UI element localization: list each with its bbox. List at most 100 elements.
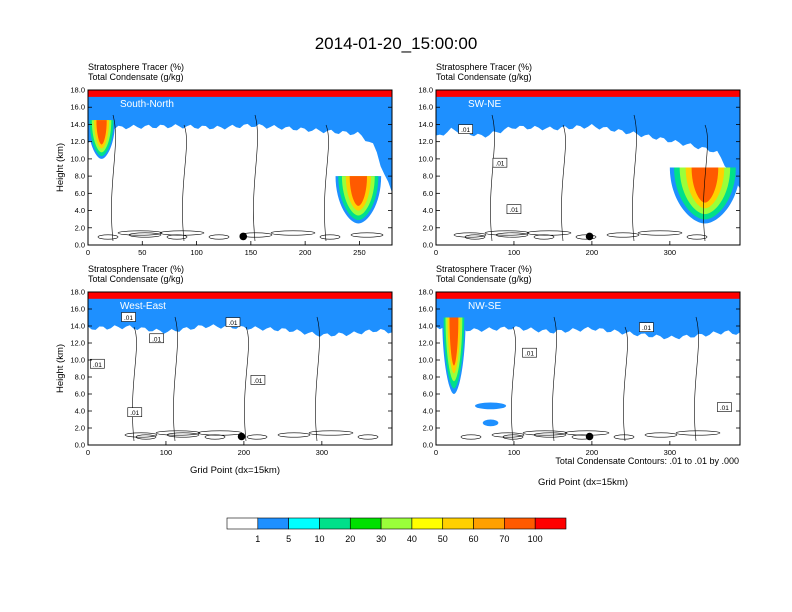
contour-note: Total Condensate Contours: .01 to .01 by… bbox=[555, 456, 739, 466]
intrusion-layer bbox=[691, 167, 719, 203]
low-cloud-contour bbox=[606, 232, 640, 238]
x-tick-label: 200 bbox=[586, 448, 599, 457]
low-cloud-contour bbox=[357, 434, 379, 440]
condensate-patch bbox=[474, 402, 507, 410]
y-tick-label: 18.0 bbox=[70, 86, 85, 95]
y-tick-label: 16.0 bbox=[70, 305, 85, 314]
y-tick-label: 18.0 bbox=[418, 288, 433, 297]
low-cloud-contour bbox=[204, 434, 226, 440]
y-tick-label: 2.0 bbox=[75, 424, 85, 433]
intrusion-layer bbox=[349, 176, 368, 206]
convective-contour bbox=[132, 326, 137, 442]
low-cloud-contour bbox=[675, 430, 721, 436]
convective-contour bbox=[111, 114, 116, 242]
contour-label-box bbox=[90, 358, 105, 369]
tracer-band-5 bbox=[436, 292, 740, 340]
y-tick-label: 14.0 bbox=[418, 322, 433, 331]
convective-contour bbox=[253, 114, 258, 242]
y-tick-label: 8.0 bbox=[423, 172, 433, 181]
y-tick-label: 8.0 bbox=[75, 172, 85, 181]
low-cloud-contour bbox=[97, 234, 119, 240]
x-tick-label: 0 bbox=[86, 248, 90, 257]
colorbar-label: 40 bbox=[407, 534, 417, 544]
y-tick-label: 16.0 bbox=[418, 305, 433, 314]
contour-label: .01 bbox=[642, 325, 651, 332]
colorbar-swatch bbox=[473, 517, 505, 530]
low-cloud-contour bbox=[686, 234, 708, 240]
y-tick-label: 18.0 bbox=[418, 86, 433, 95]
contour-label-box bbox=[127, 407, 143, 418]
panel-subtitle: Stratosphere Tracer (%) bbox=[436, 264, 532, 274]
convective-contour bbox=[561, 124, 566, 242]
tracer-top-layer bbox=[436, 90, 740, 97]
tracer-top-layer bbox=[88, 90, 392, 97]
y-tick-label: 12.0 bbox=[418, 339, 433, 348]
chart-title: 2014-01-20_15:00:00 bbox=[315, 34, 478, 53]
low-cloud-contour bbox=[117, 230, 163, 236]
y-tick-label: 6.0 bbox=[75, 390, 85, 399]
colorbar-label: 30 bbox=[376, 534, 386, 544]
condensate-patch bbox=[482, 419, 499, 427]
convective-contour bbox=[182, 124, 187, 242]
contour-label-box bbox=[225, 317, 241, 327]
contour-label-box bbox=[492, 157, 508, 168]
x-axis-label: Grid Point (dx=15km) bbox=[538, 477, 628, 488]
intrusion-layer bbox=[96, 120, 107, 145]
panel-subtitle: Total Condensate (g/kg) bbox=[436, 72, 532, 82]
contour-label: .01 bbox=[495, 161, 504, 168]
convective-contour bbox=[623, 326, 628, 442]
low-cloud-contour bbox=[460, 434, 482, 440]
convective-contour bbox=[244, 326, 249, 442]
y-tick-label: 8.0 bbox=[423, 373, 433, 382]
colorbar-swatch bbox=[504, 517, 536, 530]
tracer-field bbox=[436, 292, 740, 442]
y-tick-label: 16.0 bbox=[70, 103, 85, 112]
low-cloud-contour bbox=[637, 230, 683, 236]
colorbar-swatch bbox=[319, 517, 351, 530]
colorbar-swatch bbox=[534, 517, 567, 530]
colorbar-label: 50 bbox=[438, 534, 448, 544]
low-cloud-contour bbox=[277, 432, 311, 438]
y-tick-label: 10.0 bbox=[418, 356, 433, 365]
y-tick-label: 18.0 bbox=[70, 288, 85, 297]
contour-label-box bbox=[639, 322, 654, 333]
colorbar-label: 20 bbox=[345, 534, 355, 544]
colorbar-swatch bbox=[226, 517, 259, 530]
low-cloud-contour bbox=[308, 430, 354, 436]
x-tick-label: 100 bbox=[508, 248, 521, 257]
contour-label: .01 bbox=[152, 336, 161, 343]
x-tick-label: 100 bbox=[190, 248, 203, 257]
y-tick-label: 6.0 bbox=[423, 189, 433, 198]
y-tick-label: 0.0 bbox=[423, 441, 433, 450]
convective-contour bbox=[552, 316, 557, 442]
low-cloud-contour bbox=[613, 434, 635, 440]
contour-label: .01 bbox=[228, 320, 237, 327]
contour-label-box bbox=[458, 124, 473, 134]
location-marker bbox=[585, 232, 594, 241]
panel-subtitle: Stratosphere Tracer (%) bbox=[88, 264, 184, 274]
x-tick-label: 0 bbox=[434, 248, 438, 257]
tracer-field bbox=[88, 90, 392, 242]
x-tick-label: 0 bbox=[434, 448, 438, 457]
y-tick-label: 4.0 bbox=[75, 206, 85, 215]
contour-label-box bbox=[149, 333, 164, 344]
location-marker bbox=[239, 232, 248, 241]
condensate-contours bbox=[124, 316, 379, 442]
y-tick-label: 4.0 bbox=[423, 407, 433, 416]
y-tick-label: 6.0 bbox=[75, 189, 85, 198]
y-tick-label: 0.0 bbox=[75, 441, 85, 450]
panel-sw-ne: .01 .01 .01 SW-NE Stratosphere Tracer (%)Tot… bbox=[418, 62, 741, 257]
convective-contour bbox=[632, 114, 637, 242]
contour-label: .01 bbox=[525, 351, 534, 358]
plot-frame bbox=[435, 291, 741, 446]
y-tick-label: 0.0 bbox=[75, 241, 85, 250]
plot-frame bbox=[435, 89, 741, 246]
y-tick-label: 14.0 bbox=[70, 322, 85, 331]
location-marker bbox=[585, 432, 594, 441]
contour-label: .01 bbox=[509, 207, 518, 214]
convective-contour bbox=[703, 124, 708, 242]
panel-subtitle: Total Condensate (g/kg) bbox=[88, 72, 184, 82]
tracer-band-5 bbox=[88, 292, 392, 337]
